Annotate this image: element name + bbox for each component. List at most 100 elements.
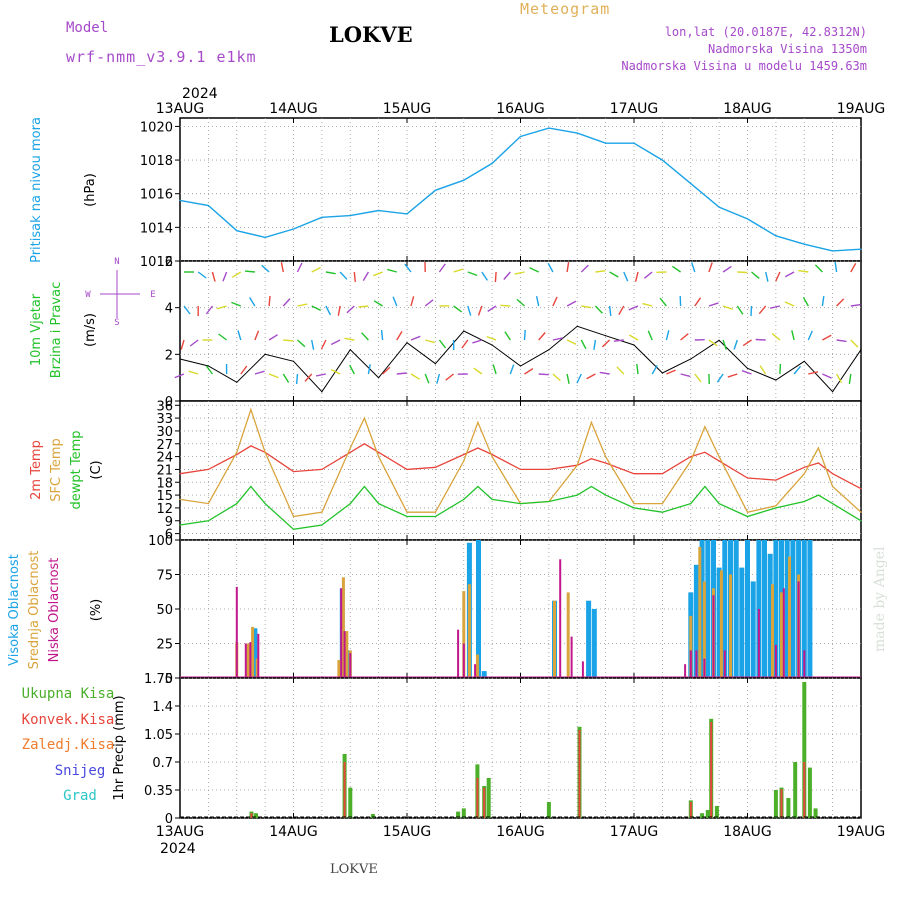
wind-arrow xyxy=(581,305,592,309)
wind-arrow xyxy=(188,370,199,375)
wind-arrow xyxy=(850,262,857,273)
wind-arrow xyxy=(755,338,766,341)
precip-conv-bar xyxy=(250,813,253,818)
temperature-dew-line-point xyxy=(491,498,493,500)
wind-arrow xyxy=(361,332,369,341)
cloud-high-bar xyxy=(762,540,767,678)
temperature-dew-line-point xyxy=(264,503,266,505)
temperature-t2m-line-point xyxy=(803,466,805,468)
pressure-line-point xyxy=(775,235,777,237)
wind-arrow xyxy=(387,268,397,273)
pressure-axis-title: Pritisak na nivou mora xyxy=(29,117,44,263)
wind-arrow xyxy=(504,331,511,341)
temperature-sfc-line-point xyxy=(349,447,351,449)
precip-conv-bar xyxy=(483,787,486,818)
cloud-mid-bar xyxy=(719,570,723,678)
pressure-line-point xyxy=(633,142,635,144)
wind-arrow xyxy=(453,305,463,313)
pressure-frame xyxy=(179,117,862,262)
wind-arrow xyxy=(216,305,227,310)
model-elevation-text: Nadmorska Visina u modelu 1459.63m xyxy=(621,59,867,73)
wind-ytick-label: 4 xyxy=(165,302,173,317)
wind-arrow xyxy=(222,271,228,282)
temperature-t2m-line-point xyxy=(292,471,295,473)
wind-speed-line-point xyxy=(690,358,692,360)
cloud-low-bar xyxy=(457,629,460,678)
wind-arrow xyxy=(353,271,356,282)
cloud-mid-bar xyxy=(337,660,341,678)
cloud-low-bar xyxy=(249,642,252,678)
cloud-mid-bar xyxy=(345,631,349,678)
temperature-dew-line-point xyxy=(746,515,749,518)
wind-speed-line-point xyxy=(349,349,351,351)
wind-arrow xyxy=(538,373,549,376)
wind-arrow xyxy=(467,305,472,316)
wind-arrow xyxy=(736,305,744,315)
wind-speed-line-point xyxy=(803,360,805,362)
cloud-low-bar xyxy=(244,643,247,678)
wind-arrow xyxy=(737,271,748,274)
wind-arrow xyxy=(197,271,207,279)
cloud-axis-low: Niska Oblacnost xyxy=(47,558,62,663)
wind-arrow xyxy=(189,339,199,347)
model-label: Model xyxy=(66,20,109,36)
wind-arrow xyxy=(254,370,265,375)
wind-arrow xyxy=(410,335,421,341)
wind-arrow xyxy=(373,300,383,307)
cloud-high-bar xyxy=(750,581,756,678)
pressure-ytick-label: 1016 xyxy=(140,188,173,203)
meteogram-title: Meteogram xyxy=(520,0,611,18)
wind-arrow xyxy=(586,373,596,380)
precipitation-ytick-label: 0.35 xyxy=(144,784,173,799)
cloud-low-bar xyxy=(695,650,698,678)
wind-arrow xyxy=(373,271,383,277)
wind-arrow xyxy=(814,264,823,273)
temperature-sfc-line-point xyxy=(477,421,479,423)
wind-arrow xyxy=(708,262,713,273)
wind-arrow xyxy=(552,373,561,382)
wind-arrow xyxy=(535,296,540,307)
wind-arrow xyxy=(436,373,441,384)
temperature-sfc-line-point xyxy=(292,515,295,518)
wind-arrow xyxy=(741,370,752,375)
precipitation-ytick-label: 1.4 xyxy=(152,700,173,715)
precip-conv-bar xyxy=(343,762,346,818)
cloud-low-bar xyxy=(797,581,800,678)
top-date-label: 15AUG xyxy=(383,101,432,117)
temperature-t2m-line-point xyxy=(661,473,664,475)
cloud-high-bar xyxy=(733,540,739,678)
wind-arrow xyxy=(779,363,782,375)
cloud-high-bar xyxy=(693,564,699,678)
pressure-line-point xyxy=(463,179,465,181)
precip-total-bar xyxy=(773,790,778,818)
wind-arrow xyxy=(566,261,570,273)
wind-arrow xyxy=(358,305,369,308)
cloud-high-bar xyxy=(699,540,705,678)
wind-axis-title-2: Brzina i Pravac xyxy=(49,282,64,379)
wind-speed-line-point xyxy=(633,344,635,346)
temperature-t2m-line-point xyxy=(477,447,479,449)
temperature-dew-line-point xyxy=(803,500,805,503)
wind-speed-line-point xyxy=(775,379,777,381)
temperature-dew-line-point xyxy=(576,494,578,496)
temperature-sfc-line-point xyxy=(746,511,749,513)
temperature-sfc-line-point xyxy=(832,485,834,488)
wind-arrow xyxy=(593,339,597,351)
wind-speed-line-point xyxy=(463,330,465,332)
wind-arrow xyxy=(665,330,670,341)
temperature-t2m-line-point xyxy=(832,473,834,475)
wind-arrow xyxy=(380,330,384,341)
precip-total-bar xyxy=(786,798,791,818)
temperature-dew-line-point xyxy=(590,485,593,488)
temperature-t2m-line-point xyxy=(236,453,238,456)
temperature-t2m-line-point xyxy=(179,473,181,475)
wind-arrow xyxy=(514,271,525,275)
temperature-sfc-line-point xyxy=(406,511,408,513)
wind-arrow xyxy=(634,271,639,282)
pressure-line-point xyxy=(661,159,664,161)
temperature-sfc-line-point xyxy=(704,426,706,428)
wind-unit: (m/s) xyxy=(83,313,98,347)
wind-arrow xyxy=(742,339,752,347)
temperature-sfc-line-point xyxy=(179,498,181,500)
